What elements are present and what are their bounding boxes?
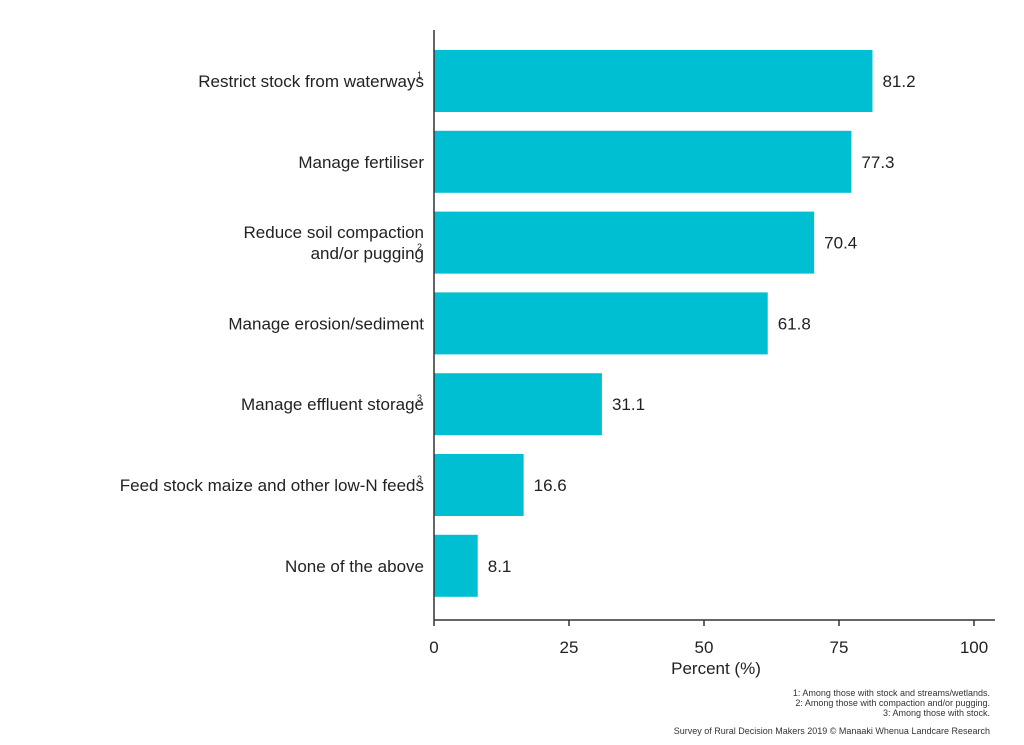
footnote-1: 1: Among those with stock and streams/we… <box>792 688 990 698</box>
value-label-0: 81.2 <box>882 72 915 91</box>
category-label-5: Feed stock maize and other low-N feeds <box>120 476 424 495</box>
bar-5 <box>434 454 524 516</box>
category-label-6: None of the above <box>285 557 424 576</box>
footnote-3: 3: Among those with stock. <box>882 708 990 718</box>
footnote-marker-4: 3 <box>417 393 422 403</box>
x-tick-label-4: 100 <box>960 638 988 657</box>
category-label-0: Restrict stock from waterways <box>198 72 424 91</box>
x-tick-label-1: 25 <box>560 638 579 657</box>
x-tick-label-3: 75 <box>830 638 849 657</box>
footnote-marker-0: 1 <box>417 70 422 80</box>
category-label-4: Manage effluent storage <box>241 395 424 414</box>
bar-4 <box>434 373 602 436</box>
footnotes: 1: Among those with stock and streams/we… <box>793 688 990 718</box>
bar-6 <box>434 534 478 597</box>
bar-3 <box>434 292 768 355</box>
bar-2 <box>434 211 815 274</box>
value-label-5: 16.6 <box>534 476 567 495</box>
category-label-1: Manage fertiliser <box>298 153 424 172</box>
value-label-4: 31.1 <box>612 395 645 414</box>
value-label-2: 70.4 <box>824 234 857 253</box>
footnote-marker-2: 2 <box>417 242 422 252</box>
x-tick-label-0: 0 <box>429 638 438 657</box>
category-label-2-line-0: Reduce soil compaction <box>244 223 424 242</box>
value-labels-group: 81.2 77.3 70.4 61.8 31.1 16.6 8.1 <box>488 72 916 576</box>
bar-1 <box>434 130 852 193</box>
x-axis-title: Percent (%) <box>671 659 761 678</box>
axes-group: 0 25 50 75 100 <box>429 30 995 657</box>
footnote-2: 2: Among those with compaction and/or pu… <box>795 698 990 708</box>
source-credit: Survey of Rural Decision Makers 2019 © M… <box>673 726 990 736</box>
x-tick-label-2: 50 <box>695 638 714 657</box>
value-label-3: 61.8 <box>778 314 811 333</box>
value-label-1: 77.3 <box>861 153 894 172</box>
footnote-marker-5: 3 <box>417 474 422 484</box>
bars-group <box>434 50 873 597</box>
value-label-6: 8.1 <box>488 557 512 576</box>
category-label-2-line-1: and/or pugging <box>311 244 424 263</box>
category-label-3: Manage erosion/sediment <box>228 314 424 333</box>
bar-0 <box>434 50 873 112</box>
